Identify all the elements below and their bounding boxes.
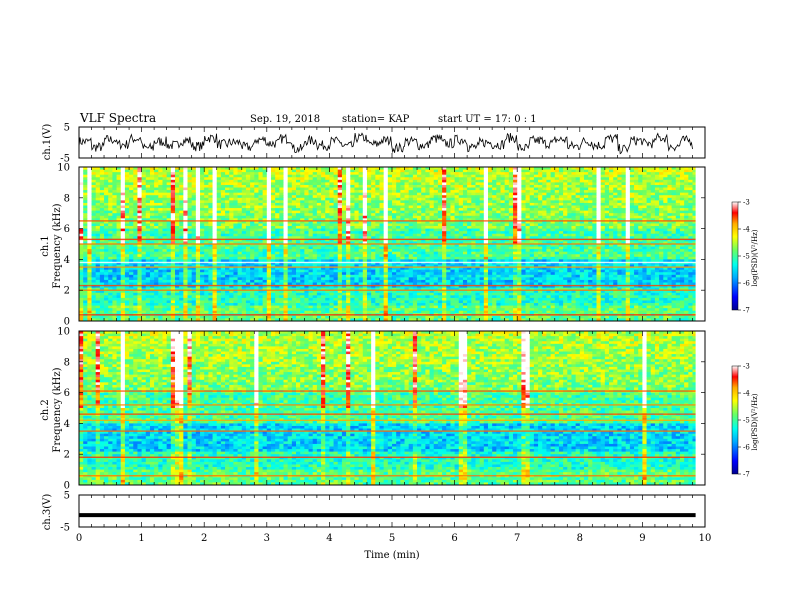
station-label: station= KAP [342,114,410,125]
y-tick-label: 5 [64,491,70,502]
narrowband-line [79,413,705,414]
figure-title: VLF Spectra [79,111,156,125]
y-tick-label: -5 [60,523,70,534]
y-tick-label: 8 [64,193,70,204]
narrowband-line [79,430,705,431]
colorbar-tick-label: -4 [743,390,750,398]
ch1-ylabel: ch.1(V) [42,124,53,161]
x-tick-label: 10 [699,533,712,544]
narrowband-line [79,262,705,263]
narrowband-line [79,243,705,244]
narrowband-line [79,266,705,267]
x-tick-label: 1 [138,533,144,544]
colorbar-tick-label: -5 [743,253,750,261]
narrowband-line [79,404,705,405]
colorbar-tick-label: -3 [743,199,750,207]
x-tick-label: 5 [389,533,395,544]
ch1-waveform-line [79,133,693,154]
y-tick-label: 2 [64,286,70,297]
ch3-waveform-panel: 5 -5 0 1 2 3 4 5 6 7 8 9 10 [60,491,711,545]
ch2-spectro-ylabel2: Frequency (kHz) [52,367,63,452]
ch3-ylabel: ch.3(V) [42,494,53,531]
ch1-spectro-ylabel2: Frequency (kHz) [52,203,63,288]
x-tick-label: 0 [76,533,82,544]
y-tick-label: 6 [64,388,70,399]
y-tick-label: 8 [64,357,70,368]
date-label: Sep. 19, 2018 [250,114,320,125]
narrowband-line [79,475,705,476]
y-tick-label: 2 [64,450,70,461]
colorbar-label: log(PSD)(V²/Hz) [751,393,759,450]
ch1-waveform-panel: 5-5 [60,123,705,165]
narrowband-line [79,314,705,315]
x-tick-label: 7 [514,533,520,544]
narrowband-line [79,390,705,391]
colorbar-tick-label: -4 [743,226,750,234]
colorbar-tick-label: -7 [743,471,750,479]
ch2-spectro-ylabel: ch.2 [40,399,51,421]
narrowband-line [79,457,705,458]
x-tick-label: 9 [639,533,645,544]
narrowband-line [79,420,705,421]
colorbar-label: log(PSD)(V²/Hz) [751,229,759,286]
narrowband-line [79,290,705,291]
y-tick-label: 4 [64,255,70,266]
colorbar-tick-label: -5 [743,417,750,425]
spectrogram-cells [79,331,705,485]
colorbar-tick-label: -6 [743,280,750,288]
no-data-strip [696,331,705,485]
y-tick-label: 10 [57,327,70,338]
colorbar-gradient [732,366,738,474]
colorbar-tick-label: -3 [743,363,750,371]
x-tick-label: 6 [451,533,457,544]
narrowband-line [79,285,705,286]
colorbar-tick-label: -6 [743,444,750,452]
y-tick-label: 4 [64,419,70,430]
y-tick-label: 10 [57,163,70,174]
narrowband-line [79,239,705,240]
y-tick-label: 6 [64,224,70,235]
x-tick-label: 8 [577,533,583,544]
colorbar-gradient [732,202,738,310]
ch1-colorbar: log(PSD)(V²/Hz) -3 -4 -5 -6 -7 [732,199,759,315]
ch1-spectro-ylabel: ch.1 [40,235,51,257]
x-tick-label: 4 [326,533,332,544]
x-tick-label: 3 [264,533,270,544]
start-time-label: start UT = 17: 0 : 1 [438,114,537,125]
ch2-colorbar: log(PSD)(V²/Hz) -3 -4 -5 -6 -7 [732,363,759,479]
y-tick-label: 5 [64,123,70,134]
narrowband-line [79,220,705,221]
x-axis-title: Time (min) [364,550,419,561]
x-tick-label: 2 [201,533,207,544]
no-data-strip [696,167,705,321]
colorbar-tick-label: -7 [743,307,750,315]
